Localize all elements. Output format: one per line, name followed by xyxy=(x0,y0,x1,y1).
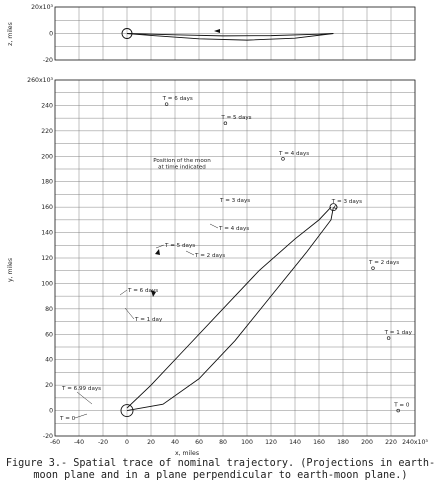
main-x-tick-label: 0 xyxy=(125,439,129,446)
caption-line-2: moon plane and in a plane perpendicular … xyxy=(33,470,408,481)
moon-position-marker xyxy=(223,121,228,125)
main-x-tick-label: 60 xyxy=(195,439,203,446)
moon-note-line2: at time indicated xyxy=(158,165,206,171)
main-x-tick-label: 20 xyxy=(147,439,155,446)
main-y-tick-label: 180 xyxy=(41,179,53,186)
caption-line-1: Figure 3.- Spatial trace of nominal traj… xyxy=(5,458,436,469)
top-panel-grid xyxy=(54,6,416,61)
main-y-tick-label: 0 xyxy=(49,408,53,415)
main-y-tick-label: 60 xyxy=(45,331,53,338)
main-x-tick-label: 80 xyxy=(219,439,227,446)
main-panel-trajectory xyxy=(120,203,338,418)
moon-position-marker xyxy=(281,157,285,161)
main-y-tick-label: 220 xyxy=(41,128,53,135)
moon-position-label: T = 6 days xyxy=(162,96,193,102)
main-y-tick-label: 120 xyxy=(41,255,53,262)
main-trajectory-line-0 xyxy=(126,206,332,409)
main-y-tick-label: 200 xyxy=(41,153,53,160)
leader-t-6-days xyxy=(119,289,128,296)
top-y-tick-label: 20x10³ xyxy=(31,4,53,11)
main-x-tick-label: 120 xyxy=(265,439,277,446)
arrow-top-panel xyxy=(214,29,220,33)
main-y-tick-label: 140 xyxy=(41,230,53,237)
annotation-t-699-days: T = 6.99 days xyxy=(61,386,101,392)
main-x-tick-label: 140 xyxy=(289,439,301,446)
main-x-tick-label: -60 xyxy=(50,439,60,446)
annotation-t-2-days: T = 2 days xyxy=(194,253,225,259)
main-x-tick-label: 220 xyxy=(385,439,397,446)
main-x-tick-label: -20 xyxy=(98,439,108,446)
moon-position-marker xyxy=(386,336,391,340)
main-trajectory-line-1 xyxy=(126,207,334,412)
figure-caption: Figure 3.- Spatial trace of nominal traj… xyxy=(0,458,441,482)
main-y-tick-label: 240 xyxy=(41,102,53,109)
main-panel-frame xyxy=(54,79,416,437)
annotation-t0-trajectory: T = 0 xyxy=(59,416,76,422)
main-panel-x-axis-label: x, miles xyxy=(175,450,199,457)
moon-position-markers: T = 0 T = 1 day T = 2 days T = 3 days T = 4 … xyxy=(162,96,413,413)
main-x-tick-label: 180 xyxy=(337,439,349,446)
top-y-tick-label: -20 xyxy=(43,57,53,64)
top-trajectory-line-0 xyxy=(126,33,334,41)
main-x-tick-label: 40 xyxy=(171,439,179,446)
main-y-tick-label: 160 xyxy=(41,204,53,211)
moon-position-label: T = 5 days xyxy=(220,115,251,121)
top-panel-frame xyxy=(54,6,416,61)
annotation-t-5-days: T = 5 days xyxy=(164,243,195,249)
earth-circle xyxy=(120,404,134,418)
main-y-tick-label: 20 xyxy=(45,382,53,389)
main-x-tick-label: 200 xyxy=(361,439,373,446)
annotation-t-4-days: T = 4 days xyxy=(218,226,249,232)
top-panel-tick-labels: 20x10³ 0 -20 xyxy=(31,4,53,64)
arrow-return xyxy=(151,290,156,297)
leader-t0-trajectory xyxy=(74,413,88,419)
moon-position-marker xyxy=(371,266,375,270)
leader-t-4-days xyxy=(209,223,219,229)
arrow-outbound xyxy=(155,249,160,255)
annotation-t-1-day: T = 1 day xyxy=(134,317,163,323)
moon-position-label: T = 1 day xyxy=(384,330,413,336)
main-panel-x-tick-labels: -60 -40 -20 0 20 40 60 80 100 120 140 160 180 200 220 2… xyxy=(50,439,428,446)
annotation-t-3-days: T = 3 days xyxy=(219,198,250,204)
main-x-tick-label: 100 xyxy=(241,439,253,446)
main-panel-grid xyxy=(54,79,416,437)
annotation-t-6-days: T = 6 days xyxy=(127,288,158,294)
moon-position-label: T = 4 days xyxy=(278,151,309,157)
main-y-tick-label: -20 xyxy=(43,433,53,440)
main-panel-y-axis-label: y, miles xyxy=(7,258,14,282)
leader-t-5-days xyxy=(155,244,165,249)
top-panel-trajectory xyxy=(121,28,334,41)
main-panel-y-tick-labels: -20 0 20 40 60 80 100 120 140 160 180 200 220 240 260x… xyxy=(27,77,53,440)
top-earth-circle xyxy=(121,28,133,39)
top-y-tick-label: 0 xyxy=(49,31,53,38)
main-x-tick-label: 240x10³ xyxy=(402,439,428,446)
leader-t-699-days xyxy=(76,391,93,405)
moon-position-marker xyxy=(396,408,400,413)
main-y-tick-label: 260x10³ xyxy=(27,77,53,84)
main-y-tick-label: 80 xyxy=(45,306,53,313)
main-x-tick-label: -40 xyxy=(74,439,84,446)
moon-position-label: T = 0 xyxy=(393,403,410,409)
main-x-tick-label: 160 xyxy=(313,439,325,446)
main-y-tick-label: 40 xyxy=(45,357,53,364)
moon-position-label: T = 2 days xyxy=(368,260,399,266)
leader-t-1-day xyxy=(124,307,135,320)
top-panel-y-axis-label: z, miles xyxy=(7,22,14,46)
top-trajectory-line-1 xyxy=(126,33,334,37)
leader-t-2-days xyxy=(185,250,195,256)
moon-position-label: T = 3 days xyxy=(331,199,362,205)
main-y-tick-label: 100 xyxy=(41,280,53,287)
moon-position-marker xyxy=(334,205,338,209)
moon-note-line1: Position of the moon xyxy=(153,158,211,164)
moon-position-marker xyxy=(164,102,169,106)
